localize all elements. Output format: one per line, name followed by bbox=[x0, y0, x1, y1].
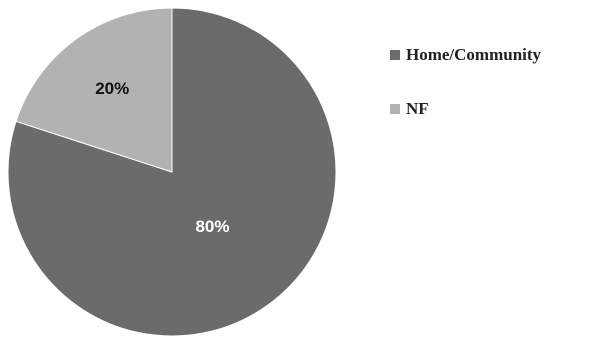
legend-label-nf: NF bbox=[406, 99, 429, 118]
pie-slices bbox=[7, 7, 337, 337]
pie-data-labels: 80% 20% bbox=[95, 79, 229, 236]
data-label-home-community: 80% bbox=[195, 217, 229, 236]
legend-item-home-community: Home/Community bbox=[390, 44, 541, 66]
pie-slice-nf bbox=[15, 7, 173, 173]
data-label-nf: 20% bbox=[95, 79, 129, 98]
legend-label-home-community: Home/Community bbox=[406, 45, 542, 64]
legend-swatch-home-community bbox=[390, 50, 400, 60]
legend-item-nf: NF bbox=[390, 98, 541, 120]
pie-slice-home-community bbox=[7, 7, 337, 337]
legend-swatch-nf bbox=[390, 104, 400, 114]
legend: Home/Community NF bbox=[390, 44, 541, 152]
